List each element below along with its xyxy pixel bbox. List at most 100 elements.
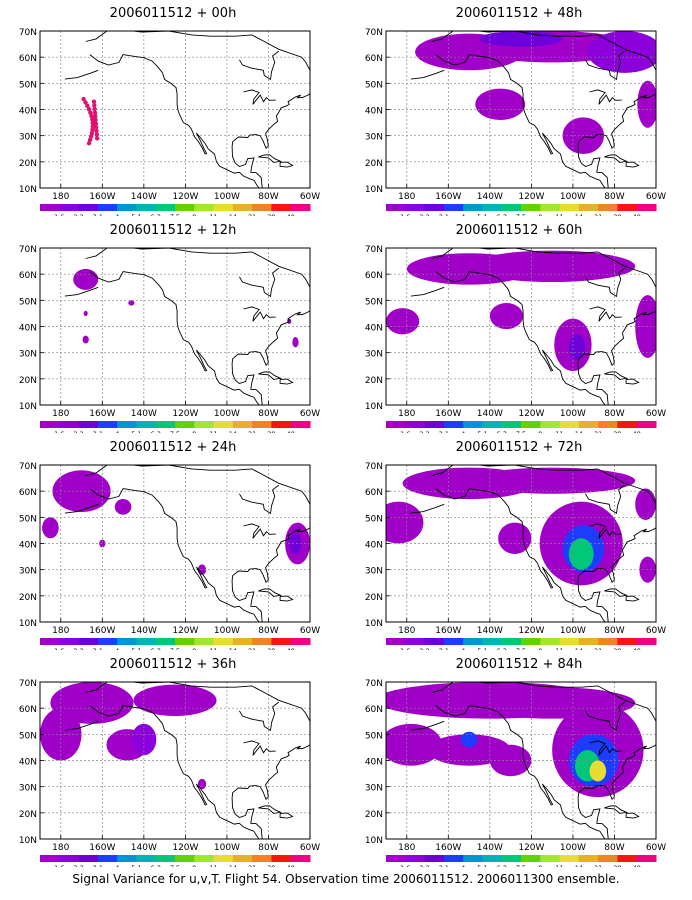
coastline [243,306,276,322]
colorbar-label: 3.1 [439,430,449,433]
colorbar-segment [117,855,137,862]
colorbar-segment [194,855,215,862]
observation-point [86,141,92,146]
lat-tick-label: 50N [365,514,383,524]
map-plot: 10N 20N 30N 40N 50N 60N 70N 180 160W 140W 120W 100W… [365,462,666,650]
observation-point [93,117,98,123]
lon-tick-label: 180 [398,192,415,202]
lon-tick-label: 140W [131,626,157,636]
variance-contour [114,499,132,515]
colorbar-label: 1.6 [54,213,64,216]
lon-tick-label: 80W [604,626,624,636]
variance-contour [128,300,135,306]
colorbar-segment [463,638,483,645]
lat-tick-label: 10N [19,619,37,629]
colorbar-segment [252,855,272,862]
lat-tick-label: 70N [19,245,37,255]
lon-tick-label: 140W [477,626,503,636]
map-plot: 10N 20N 30N 40N 50N 60N 70N 180 160W 140W 120W 100W… [365,28,666,216]
colorbar-segment [290,421,311,428]
coastline [258,154,283,163]
colorbar-segment [97,855,118,862]
colorbar-segment [386,855,406,862]
lat-tick-label: 50N [19,297,37,307]
lon-tick-label: 100W [214,626,240,636]
colorbar-segment [617,855,638,862]
colorbar-label: 29 [613,213,621,216]
colorbar-label: 21 [248,430,256,433]
figure-caption: Signal Variance for u,v,T. Flight 54. Ob… [72,872,620,886]
colorbar-label: 7.5 [516,213,526,216]
variance-contour [475,88,526,120]
colorbar-label: 6.3 [497,430,507,433]
colorbar-label: 2.2 [419,430,429,433]
colorbar-label: 4 [115,213,119,216]
coastline [239,50,280,81]
variance-contour [479,31,563,47]
lon-tick-label: 140W [477,843,503,853]
lon-tick-label: 60W [646,409,666,419]
map-panel: 2006011512 + 12h 10N 20N 30N 40N 50N 60N 70N 180… [0,217,346,433]
colorbar-label: 3.1 [439,213,449,216]
lon-tick-label: 160W [89,409,115,419]
colorbar-label: 5.1 [131,430,141,433]
colorbar-label: 6.3 [497,647,507,650]
lon-tick-label: 160W [89,843,115,853]
colorbar-segment [271,204,292,211]
colorbar-segment [252,421,272,428]
colorbar-segment [78,855,99,862]
colorbar-segment [136,421,157,428]
observation-point [81,96,86,102]
lon-tick-label: 100W [560,409,586,419]
colorbar-segment [271,855,292,862]
lat-tick-label: 40N [19,758,37,768]
coastline [431,248,656,288]
lat-tick-label: 10N [365,185,383,195]
colorbar-segment [136,204,157,211]
lon-tick-label: 140W [477,192,503,202]
colorbar-segment [213,638,234,645]
colorbar-label: 7.5 [516,864,526,867]
colorbar-label: 6.3 [151,430,161,433]
observation-point [88,134,94,139]
colorbar-segment [405,421,426,428]
colorbar-label: 4 [461,647,465,650]
colorbar-segment [232,204,253,211]
coastline [231,744,310,839]
colorbar-label: 21 [248,864,256,867]
colorbar-segment [40,421,60,428]
colorbar-label: 40 [633,430,641,433]
colorbar-label: 2.2 [73,647,83,650]
coastline [64,720,99,731]
colorbar-label: 40 [287,430,295,433]
colorbar-segment [482,204,503,211]
lat-tick-label: 70N [365,462,383,472]
lon-tick-label: 120W [172,843,198,853]
colorbar-segment [59,421,80,428]
variance-contour [289,533,302,554]
colorbar-label: 6.3 [151,647,161,650]
lat-tick-label: 30N [365,350,383,360]
panel-title: 2006011512 + 00h [109,6,237,21]
lon-tick-label: 120W [518,843,544,853]
colorbar-segment [636,855,657,862]
colorbar-label: 14 [229,647,237,650]
colorbar-label: 5.1 [477,213,487,216]
lat-tick-label: 10N [365,836,383,846]
lat-tick-label: 60N [19,705,37,715]
map-plot: 10N 20N 30N 40N 50N 60N 70N 180 160W 140W 120W 100W… [19,679,320,867]
lat-tick-label: 60N [19,488,37,498]
lon-tick-label: 160W [435,843,461,853]
lon-tick-label: 140W [131,409,157,419]
lat-tick-label: 40N [365,107,383,117]
coastline [585,267,626,298]
colorbar-label: 14 [229,213,237,216]
colorbar-segment [598,638,618,645]
colorbar-label: 1.6 [400,213,410,216]
colorbar-segment [78,204,99,211]
colorbar-segment [501,204,522,211]
lat-tick-label: 40N [19,324,37,334]
colorbar-label: 3.1 [439,647,449,650]
lat-tick-label: 20N [365,159,383,169]
colorbar-label: 4 [461,213,465,216]
